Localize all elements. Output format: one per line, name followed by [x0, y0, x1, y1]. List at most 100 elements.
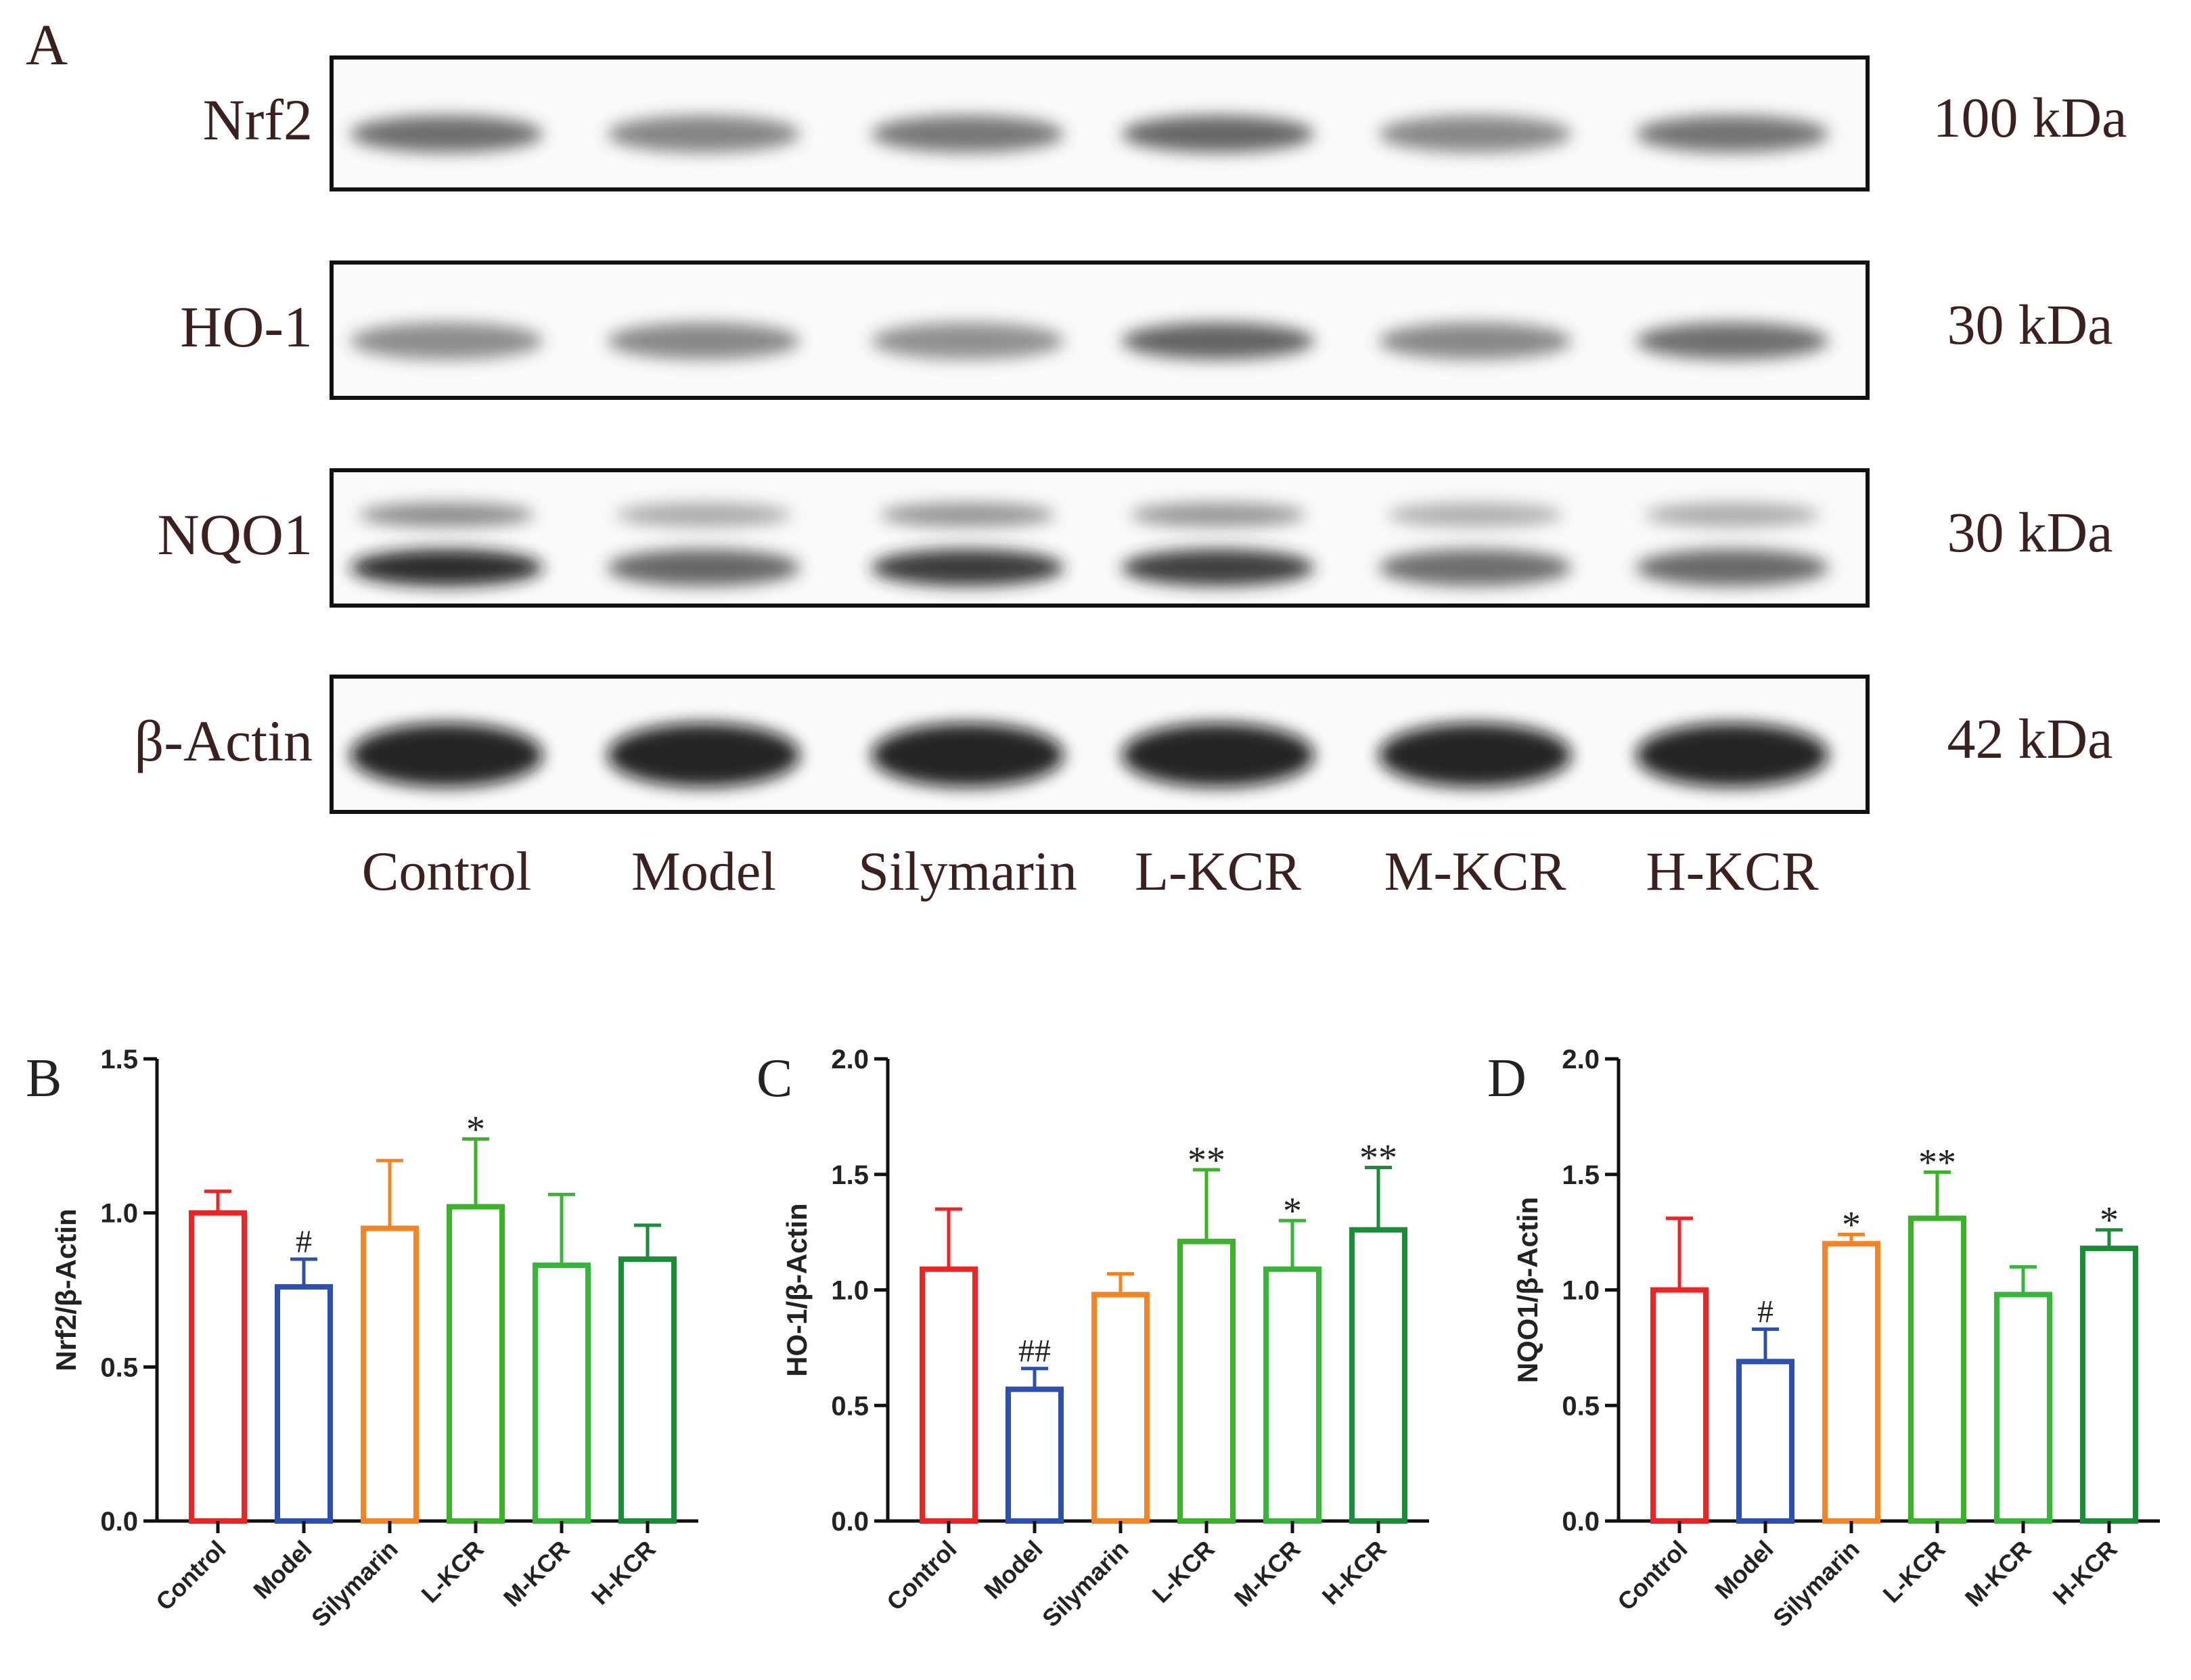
blot-band: [1121, 322, 1315, 360]
bar: [361, 1225, 419, 1524]
x-tick-label: M-KCR: [1229, 1535, 1306, 1612]
significance-label: **: [1359, 1137, 1397, 1179]
y-tick-label: 1.5: [831, 1160, 869, 1190]
blot-band: [1635, 723, 1829, 788]
y-tick-label: 0.5: [1562, 1391, 1600, 1421]
significance-label: #: [1757, 1294, 1774, 1330]
x-tick-label: H-KCR: [2048, 1535, 2123, 1610]
protein-label: NQO1: [158, 502, 313, 567]
x-tick-label: L-KCR: [1146, 1535, 1219, 1608]
y-tick-label: 1.0: [1562, 1276, 1600, 1306]
y-axis-label: HO-1/β-Actin: [781, 1203, 813, 1377]
blot-band: [359, 503, 535, 527]
blot-band: [607, 322, 800, 360]
bar: [1091, 1292, 1150, 1524]
bar: [1822, 1241, 1880, 1524]
significance-label: *: [1283, 1190, 1302, 1232]
x-tick-label: Model: [1709, 1535, 1779, 1605]
panel-letter-b: B: [26, 1049, 62, 1108]
significance-label: *: [1842, 1204, 1861, 1246]
lane-label: H-KCR: [1646, 840, 1818, 902]
x-tick-label: H-KCR: [586, 1535, 661, 1610]
blot-bands-0: [350, 115, 1829, 153]
blot-bands-1: [350, 322, 1829, 360]
lane-label: Control: [362, 840, 532, 902]
molecular-weight-label: 30 kDa: [1947, 501, 2113, 564]
bar: [1263, 1266, 1322, 1524]
x-tick-label: Model: [248, 1535, 317, 1605]
blot-band: [350, 115, 543, 153]
blot-bands-3: [350, 723, 1829, 788]
y-tick-label: 0.5: [100, 1353, 138, 1382]
blot-band: [1378, 723, 1572, 788]
protein-label: Nrf2: [203, 87, 313, 152]
x-tick-label: L-KCR: [1877, 1535, 1950, 1608]
western-blot-panel: Nrf2 100 kDa HO-1 30 kDa NQO1 30 kDa β-Actin 42…: [135, 55, 2127, 902]
blot-box-0: [330, 55, 1870, 191]
y-tick-label: 0.0: [1562, 1507, 1600, 1537]
blot-bands-2: [350, 503, 1829, 587]
y-axis-label: Nrf2/β-Actin: [50, 1208, 82, 1371]
bar: [1994, 1292, 2052, 1524]
lane-label: L-KCR: [1135, 840, 1301, 902]
molecular-weight-label: 42 kDa: [1947, 708, 2113, 771]
bar: [533, 1263, 591, 1524]
blot-band: [607, 549, 800, 587]
blot-band: [350, 549, 543, 587]
significance-label: **: [1918, 1141, 1956, 1183]
blot-band: [1121, 549, 1315, 587]
bar: [189, 1210, 247, 1524]
bar: [447, 1204, 505, 1524]
blot-band: [607, 115, 800, 153]
x-tick-label: M-KCR: [498, 1535, 575, 1612]
y-tick-label: 0.0: [100, 1507, 138, 1537]
y-tick-label: 1.0: [831, 1276, 869, 1306]
blot-band: [1378, 115, 1572, 153]
molecular-weight-label: 100 kDa: [1933, 87, 2127, 150]
blot-band: [871, 115, 1064, 153]
blot-band: [1644, 503, 1820, 527]
blot-band: [1635, 115, 1829, 153]
bar: [1349, 1227, 1407, 1524]
bar: [275, 1284, 333, 1524]
blot-band: [350, 723, 543, 788]
blot-band: [1121, 723, 1315, 788]
blot-band: [1635, 549, 1829, 587]
blot-band: [871, 549, 1064, 587]
x-tick-label: L-KCR: [415, 1535, 489, 1608]
bar: [1006, 1386, 1064, 1524]
y-tick-label: 2.0: [1562, 1045, 1600, 1074]
blot-band: [1635, 322, 1829, 360]
blot-band: [871, 322, 1064, 360]
x-tick-label: H-KCR: [1317, 1535, 1392, 1610]
blot-band: [1378, 549, 1572, 587]
blot-band: [871, 723, 1064, 788]
lane-label: Silymarin: [858, 840, 1077, 902]
panel-letter-a: A: [26, 12, 68, 77]
bar: [2080, 1246, 2138, 1524]
blot-band: [880, 503, 1056, 527]
y-tick-label: 0.5: [831, 1391, 869, 1421]
blot-band: [607, 723, 800, 788]
bar-chart-b: 0.0 0.5 1.0 1.5 Nrf2/β-Actin Control Model # Sil…: [50, 1045, 698, 1632]
protein-label: HO-1: [180, 294, 313, 359]
molecular-weight-label: 30 kDa: [1947, 294, 2113, 357]
x-tick-label: Silymarin: [1767, 1535, 1865, 1633]
x-tick-label: Model: [978, 1535, 1048, 1605]
y-tick-label: 2.0: [831, 1045, 869, 1074]
y-tick-label: 1.5: [100, 1045, 138, 1074]
y-tick-label: 1.5: [1562, 1160, 1600, 1190]
blot-band: [616, 503, 792, 527]
significance-label: ##: [1018, 1334, 1051, 1369]
y-tick-label: 0.0: [831, 1507, 869, 1537]
bar: [1736, 1359, 1794, 1524]
x-tick-label: Control: [150, 1535, 231, 1616]
bar-chart-d: 0.0 0.5 1.0 1.5 2.0 NQO1/β-Actin Control Model #…: [1512, 1045, 2160, 1632]
blot-box-3: [330, 675, 1870, 814]
blot-band: [1130, 503, 1306, 527]
bar: [1908, 1215, 1966, 1524]
x-tick-label: M-KCR: [1960, 1535, 2037, 1612]
blot-box-1: [330, 260, 1870, 400]
